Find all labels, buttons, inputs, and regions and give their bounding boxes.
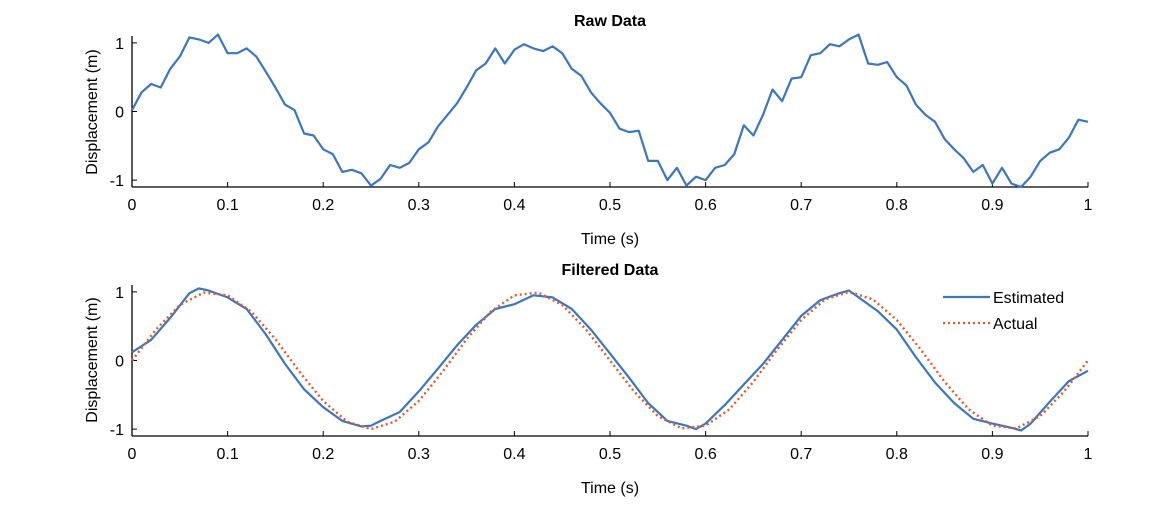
legend-label-estimated: Estimated [993, 290, 1064, 307]
x-tick-label: 0.4 [503, 446, 525, 463]
x-tick-label: 0.2 [312, 197, 334, 214]
y-tick-label: 1 [115, 36, 124, 53]
x-tick-label: 0.5 [599, 197, 621, 214]
y-axis-label: Displacement (m) [84, 297, 101, 422]
x-axis-label: Time (s) [581, 480, 639, 497]
chart-title: Raw Data [574, 13, 646, 30]
x-tick-label: 1 [1084, 197, 1093, 214]
x-tick-label: 0.3 [408, 197, 430, 214]
x-tick-label: 0.9 [981, 197, 1003, 214]
x-tick-label: 0.2 [312, 446, 334, 463]
ticks: 0 0.1 0.2 0.3 0.4 0.5 0.6 0.7 0.8 0.9 1-101 [110, 36, 1093, 214]
x-tick-label: 0.9 [981, 446, 1003, 463]
x-tick-label: 0 [128, 446, 137, 463]
series-line-0 [131, 33, 1089, 189]
ticks: 0 0.1 0.2 0.3 0.4 0.5 0.6 0.7 0.8 0.9 1-101 [110, 285, 1093, 463]
series-line-actual [131, 290, 1089, 431]
x-tick-label: 0.7 [790, 197, 812, 214]
chart-title: Filtered Data [562, 262, 659, 279]
y-axis-label: Displacement (m) [84, 49, 101, 174]
x-tick-label: 0.8 [886, 446, 908, 463]
y-tick-label: 0 [115, 354, 124, 371]
y-tick-label: 0 [115, 105, 124, 122]
x-axis-label: Time (s) [581, 231, 639, 248]
x-tick-label: 0.7 [790, 446, 812, 463]
x-tick-label: 0.8 [886, 197, 908, 214]
x-tick-label: 0.6 [694, 197, 716, 214]
x-tick-label: 1 [1084, 446, 1093, 463]
x-tick-label: 0.5 [599, 446, 621, 463]
x-tick-label: 0.3 [408, 446, 430, 463]
series [131, 33, 1089, 189]
x-tick-label: 0.6 [694, 446, 716, 463]
filtered-data-chart: Filtered Data Displacement (m) Time (s) … [84, 262, 1093, 497]
x-tick-label: 0 [128, 197, 137, 214]
x-tick-label: 0.1 [216, 197, 238, 214]
x-tick-label: 0.1 [216, 446, 238, 463]
x-tick-label: 0.4 [503, 197, 525, 214]
series [131, 287, 1089, 432]
series-line-estimated [131, 287, 1089, 432]
raw-data-chart: Raw Data Displacement (m) Time (s) 0 0.1 0… [84, 13, 1093, 248]
legend: Estimated Actual [943, 290, 1064, 333]
y-tick-label: -1 [110, 422, 124, 439]
legend-label-actual: Actual [993, 316, 1037, 333]
y-tick-label: -1 [110, 173, 124, 190]
y-tick-label: 1 [115, 285, 124, 302]
